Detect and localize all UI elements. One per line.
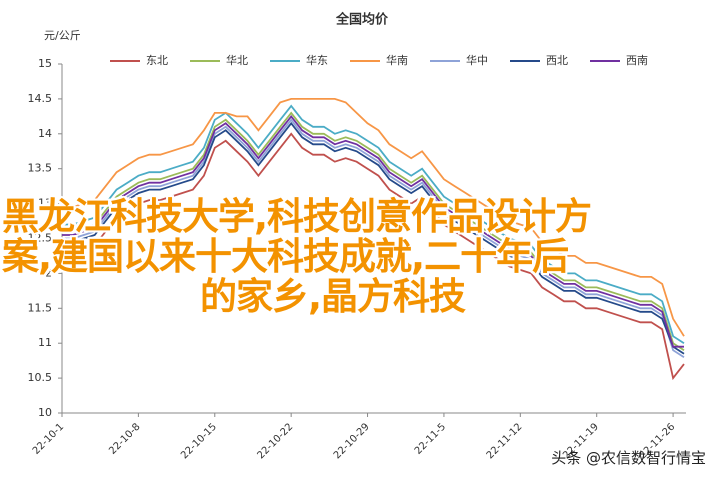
overlay-text: 案,建国以来十大科技成就,二十年后 bbox=[2, 235, 569, 278]
y-tick-label: 10 bbox=[38, 406, 52, 419]
x-tick-label: 22-11-5 bbox=[413, 421, 448, 456]
legend-label: 东北 bbox=[146, 54, 168, 67]
y-tick-label: 12.5 bbox=[28, 232, 53, 245]
x-tick-label: 22-10-8 bbox=[107, 421, 142, 456]
legend-label: 西南 bbox=[626, 54, 648, 67]
overlay-text: 黑龙江科技大学,科技创意作品设计方 bbox=[2, 195, 592, 238]
legend-label: 西北 bbox=[546, 54, 568, 67]
x-tick-label: 22-10-29 bbox=[332, 421, 372, 461]
series-line bbox=[62, 104, 685, 344]
y-tick-label: 12 bbox=[38, 266, 52, 279]
y-tick-label: 10.5 bbox=[28, 371, 53, 384]
overlay-text: 的家乡,晶方科技 bbox=[200, 275, 466, 318]
x-tick-label: 22-11-12 bbox=[485, 421, 525, 461]
series-line bbox=[62, 98, 685, 337]
series-line bbox=[62, 111, 685, 351]
y-tick-label: 11 bbox=[38, 336, 52, 349]
legend-label: 华南 bbox=[386, 53, 408, 67]
legend-label: 华北 bbox=[226, 53, 248, 67]
y-tick-label: 13.5 bbox=[28, 162, 53, 175]
y-tick-label: 15 bbox=[38, 57, 52, 70]
legend-label: 华中 bbox=[466, 53, 488, 67]
legend-label: 华东 bbox=[306, 53, 328, 67]
x-tick-label: 22-10-22 bbox=[256, 421, 296, 461]
series-line bbox=[62, 132, 685, 381]
x-tick-label: 22-10-1 bbox=[31, 421, 66, 456]
source: 头条 @农信数智行情宝 bbox=[551, 449, 706, 467]
y-tick-label: 11.5 bbox=[28, 301, 53, 314]
y-tick-label: 14 bbox=[38, 127, 52, 140]
y-tick-label: 13 bbox=[38, 197, 52, 210]
y-axis-label: 元/公斤 bbox=[44, 29, 81, 42]
x-tick-label: 22-10-15 bbox=[179, 421, 219, 461]
series-line bbox=[62, 121, 685, 355]
y-tick-label: 14.5 bbox=[28, 92, 53, 105]
series-line bbox=[62, 114, 684, 348]
chart-title: 全国均价 bbox=[335, 12, 389, 28]
series-line bbox=[62, 118, 685, 358]
